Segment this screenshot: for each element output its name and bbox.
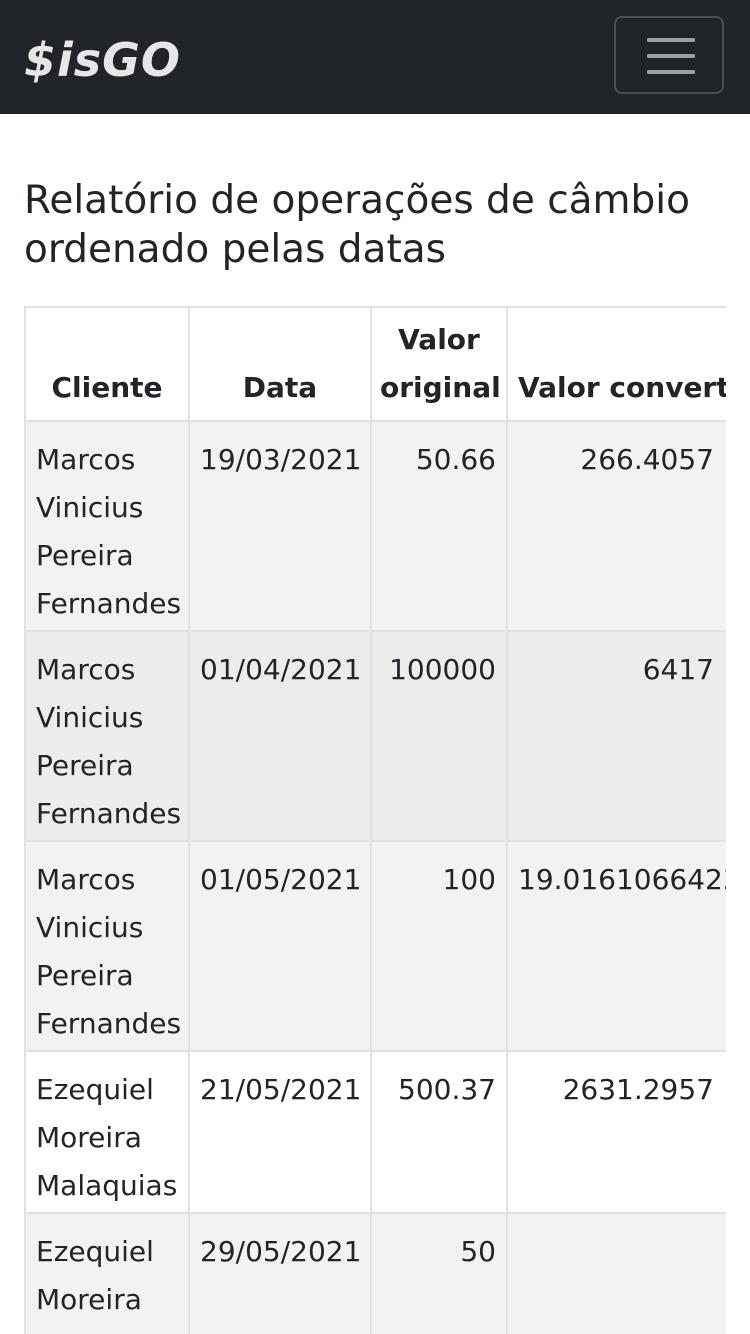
table-header-row: Cliente Data Valor original Valor convert… xyxy=(24,306,726,422)
cell-data: 01/04/2021 xyxy=(188,630,372,842)
column-header-valor-convertido: Valor converti xyxy=(506,306,726,422)
cell-data: 29/05/2021 xyxy=(188,1212,372,1334)
cell-cliente: Ezequiel Moreira Malaquias xyxy=(24,1212,190,1334)
cell-data: 19/03/2021 xyxy=(188,420,372,632)
table-body: Marcos Vinicius Pereira Fernandes 19/03/… xyxy=(24,420,726,1334)
column-header-data: Data xyxy=(188,306,372,422)
table-row: Marcos Vinicius Pereira Fernandes 01/05/… xyxy=(24,840,726,1052)
navbar: $isGO xyxy=(0,0,750,114)
column-header-cliente: Cliente xyxy=(24,306,190,422)
table-header: Cliente Data Valor original Valor convert… xyxy=(24,306,726,422)
cell-cliente: Marcos Vinicius Pereira Fernandes xyxy=(24,630,190,842)
cell-cliente: Marcos Vinicius Pereira Fernandes xyxy=(24,840,190,1052)
cell-valor-original: 500.37 xyxy=(370,1050,508,1214)
cell-valor-convertido: 19.0161066423 xyxy=(506,840,726,1052)
cell-valor-convertido: 266.4057 xyxy=(506,420,726,632)
hamburger-menu-icon-bar xyxy=(647,70,695,74)
cell-valor-original: 50 xyxy=(370,1212,508,1334)
table-row: Marcos Vinicius Pereira Fernandes 19/03/… xyxy=(24,420,726,632)
cell-valor-original: 100000 xyxy=(370,630,508,842)
column-header-valor-original-line2: original xyxy=(380,371,501,404)
brand-logo[interactable]: $isGO xyxy=(24,33,182,87)
table-row: Marcos Vinicius Pereira Fernandes 01/04/… xyxy=(24,630,726,842)
cell-valor-convertido: 6417 xyxy=(506,630,726,842)
table-row: Ezequiel Moreira Malaquias 21/05/2021 50… xyxy=(24,1050,726,1214)
report-table-container[interactable]: Cliente Data Valor original Valor convert… xyxy=(24,306,726,1334)
cell-data: 01/05/2021 xyxy=(188,840,372,1052)
cell-cliente: Ezequiel Moreira Malaquias xyxy=(24,1050,190,1214)
cell-valor-convertido: 2631.2957 xyxy=(506,1050,726,1214)
column-header-valor-original-line1: Valor xyxy=(398,323,480,356)
navbar-toggle-button[interactable] xyxy=(614,16,724,94)
cell-valor-convertido xyxy=(506,1212,726,1334)
page-title: Relatório de operações de câmbio ordenad… xyxy=(24,178,690,272)
cell-data: 21/05/2021 xyxy=(188,1050,372,1214)
column-header-valor-original: Valor original xyxy=(370,306,508,422)
exchange-operations-table: Cliente Data Valor original Valor convert… xyxy=(24,306,726,1334)
cell-cliente: Marcos Vinicius Pereira Fernandes xyxy=(24,420,190,632)
table-row: Ezequiel Moreira Malaquias 29/05/2021 50 xyxy=(24,1212,726,1334)
hamburger-menu-icon xyxy=(647,38,695,42)
hamburger-menu-icon-bar xyxy=(647,54,695,58)
cell-valor-original: 50.66 xyxy=(370,420,508,632)
cell-valor-original: 100 xyxy=(370,840,508,1052)
